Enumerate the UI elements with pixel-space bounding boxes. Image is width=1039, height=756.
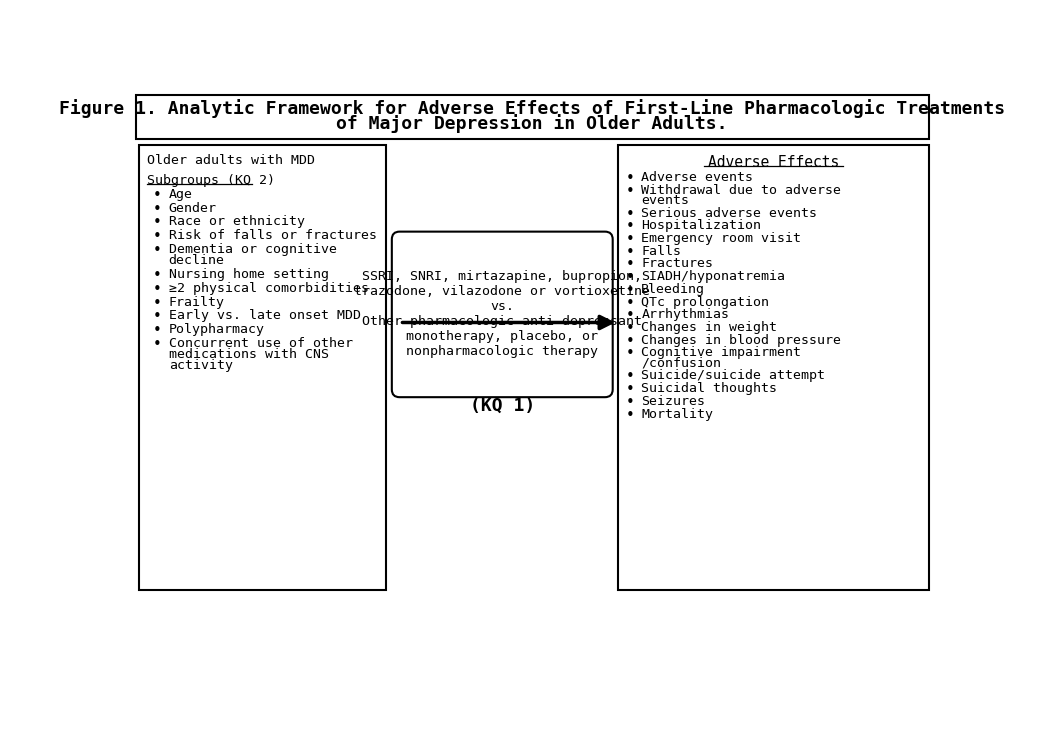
Text: •: • [625, 206, 635, 222]
Text: •: • [153, 309, 162, 324]
Text: •: • [625, 283, 635, 298]
Text: •: • [153, 282, 162, 296]
Text: Adverse Effects: Adverse Effects [708, 156, 840, 170]
Text: •: • [153, 337, 162, 352]
Text: •: • [625, 245, 635, 260]
Text: of Major Depression in Older Adults.: of Major Depression in Older Adults. [337, 114, 728, 133]
Bar [618, 144, 929, 590]
Text: •: • [153, 187, 162, 203]
Text: •: • [625, 346, 635, 361]
Text: Emergency room visit: Emergency room visit [641, 232, 801, 245]
Text: Older adults with MDD: Older adults with MDD [146, 154, 315, 167]
Text: Serious adverse events: Serious adverse events [641, 206, 818, 219]
Text: Changes in blood pressure: Changes in blood pressure [641, 333, 842, 347]
Text: Risk of falls or fractures: Risk of falls or fractures [168, 229, 376, 243]
Text: Early vs. late onset MDD: Early vs. late onset MDD [168, 309, 361, 322]
Text: Falls: Falls [641, 245, 682, 258]
FancyBboxPatch shape [392, 231, 613, 397]
Bar [139, 144, 385, 590]
Text: •: • [625, 232, 635, 247]
Text: /confusion: /confusion [641, 357, 721, 370]
Text: medications with CNS: medications with CNS [168, 348, 328, 361]
Text: •: • [153, 296, 162, 311]
Text: ≥2 physical comorbidities: ≥2 physical comorbidities [168, 282, 369, 295]
Text: Race or ethnicity: Race or ethnicity [168, 215, 304, 228]
Text: Withdrawal due to adverse: Withdrawal due to adverse [641, 184, 842, 197]
Text: Hospitalization: Hospitalization [641, 219, 762, 232]
Text: Cognitive impairment: Cognitive impairment [641, 346, 801, 359]
Text: •: • [625, 395, 635, 410]
Bar [136, 95, 929, 139]
Text: QTc prolongation: QTc prolongation [641, 296, 769, 308]
Text: •: • [625, 258, 635, 272]
Text: Polypharmacy: Polypharmacy [168, 324, 265, 336]
Text: Frailty: Frailty [168, 296, 224, 308]
Text: events: events [641, 194, 689, 207]
Text: Changes in weight: Changes in weight [641, 321, 777, 334]
Text: Age: Age [168, 187, 192, 201]
Text: •: • [625, 219, 635, 234]
Text: Mortality: Mortality [641, 407, 714, 420]
Text: Suicidal thoughts: Suicidal thoughts [641, 383, 777, 395]
Text: •: • [625, 407, 635, 423]
Text: Bleeding: Bleeding [641, 283, 705, 296]
Text: SIADH/hyponatremia: SIADH/hyponatremia [641, 270, 785, 284]
Text: •: • [153, 324, 162, 338]
Text: •: • [153, 202, 162, 217]
Text: Nursing home setting: Nursing home setting [168, 268, 328, 280]
Text: •: • [625, 370, 635, 385]
Text: Dementia or cognitive: Dementia or cognitive [168, 243, 337, 256]
Text: activity: activity [168, 358, 233, 372]
Text: Figure 1. Analytic Framework for Adverse Effects of First-Line Pharmacologic Tre: Figure 1. Analytic Framework for Adverse… [59, 99, 1005, 118]
Text: •: • [625, 296, 635, 311]
Text: •: • [625, 321, 635, 336]
Text: Fractures: Fractures [641, 258, 714, 271]
Text: •: • [625, 333, 635, 349]
Text: (KQ 1): (KQ 1) [470, 397, 535, 415]
Text: Arrhythmias: Arrhythmias [641, 308, 729, 321]
Text: •: • [153, 215, 162, 231]
Text: Gender: Gender [168, 202, 216, 215]
Text: •: • [153, 268, 162, 283]
Text: •: • [625, 383, 635, 397]
Text: •: • [625, 308, 635, 324]
Text: •: • [625, 270, 635, 285]
Text: Seizures: Seizures [641, 395, 705, 408]
Text: •: • [625, 184, 635, 199]
Text: Adverse events: Adverse events [641, 171, 753, 184]
Text: decline: decline [168, 254, 224, 267]
Text: Suicide/suicide attempt: Suicide/suicide attempt [641, 370, 825, 383]
Text: Concurrent use of other: Concurrent use of other [168, 337, 352, 350]
Text: •: • [153, 243, 162, 259]
Text: •: • [153, 229, 162, 244]
Text: •: • [625, 171, 635, 186]
Text: Subgroups (KQ 2): Subgroups (KQ 2) [146, 174, 275, 187]
Text: SSRI, SNRI, mirtazapine, bupropion,
trazodone, vilazodone or vortioxetine
vs.
Ot: SSRI, SNRI, mirtazapine, bupropion, traz… [354, 271, 650, 358]
